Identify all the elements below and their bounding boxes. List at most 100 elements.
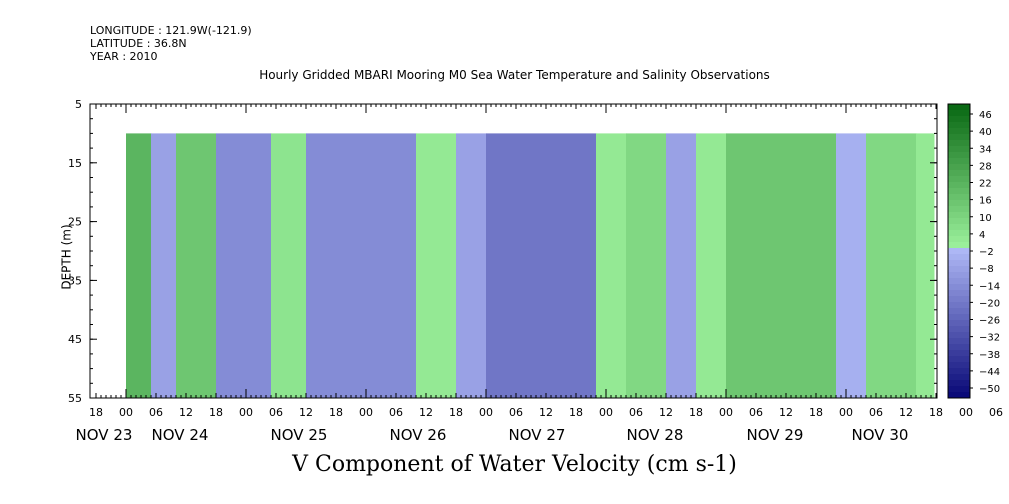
- x-day-label: NOV 23: [76, 426, 133, 444]
- colorbar-swatch: [948, 170, 970, 177]
- colorbar-swatch: [948, 278, 970, 285]
- colorbar-swatch: [948, 326, 970, 333]
- heatmap-stripe: [836, 133, 867, 398]
- x-day-label: NOV 24: [152, 426, 209, 444]
- heatmap-stripe: [696, 133, 727, 398]
- colorbar-swatch: [948, 104, 970, 111]
- colorbar-swatch: [948, 314, 970, 321]
- x-hour-label: 12: [899, 406, 913, 419]
- colorbar-swatch: [948, 164, 970, 171]
- colorbar-swatch: [948, 344, 970, 351]
- colorbar-swatch: [948, 236, 970, 243]
- x-hour-label: 00: [119, 406, 133, 419]
- x-hour-label: 12: [299, 406, 313, 419]
- colorbar-swatch: [948, 392, 970, 399]
- y-tick-label: 5: [75, 98, 82, 111]
- x-hour-label: 00: [719, 406, 733, 419]
- x-hour-label: 12: [539, 406, 553, 419]
- colorbar-label: −44: [979, 367, 1000, 378]
- x-hour-label: 00: [479, 406, 493, 419]
- colorbar-swatch: [948, 206, 970, 213]
- x-hour-label: 12: [419, 406, 433, 419]
- y-tick-label: 25: [68, 216, 82, 229]
- colorbar-label: −2: [979, 247, 994, 258]
- x-hour-label: 18: [209, 406, 223, 419]
- colorbar-swatch: [948, 380, 970, 387]
- colorbar-swatch: [948, 254, 970, 261]
- heatmap-stripe: [176, 133, 217, 398]
- chart-variable-title: V Component of Water Velocity (cm s-1): [292, 452, 737, 477]
- colorbar-swatch: [948, 266, 970, 273]
- colorbar-swatch: [948, 134, 970, 141]
- y-tick-label: 55: [68, 392, 82, 405]
- colorbar-swatch: [948, 290, 970, 297]
- heatmap-stripe: [626, 133, 667, 398]
- colorbar-label: 40: [979, 127, 992, 138]
- heatmap-stripe: [666, 133, 697, 398]
- heatmap-stripe: [866, 133, 917, 398]
- x-hour-label: 18: [809, 406, 823, 419]
- colorbar-swatch: [948, 110, 970, 117]
- colorbar-label: −32: [979, 333, 1000, 344]
- x-hour-label: 06: [749, 406, 763, 419]
- x-hour-label: 06: [269, 406, 283, 419]
- x-day-label: NOV 27: [509, 426, 566, 444]
- colorbar-swatch: [948, 362, 970, 369]
- colorbar-swatch: [948, 218, 970, 225]
- colorbar-swatch: [948, 332, 970, 339]
- x-hour-label: 06: [629, 406, 643, 419]
- colorbar-label: 22: [979, 179, 992, 190]
- x-hour-label: 18: [929, 406, 943, 419]
- colorbar-swatch: [948, 200, 970, 207]
- colorbar-swatch: [948, 146, 970, 153]
- colorbar-swatch: [948, 356, 970, 363]
- colorbar-swatch: [948, 122, 970, 129]
- heatmap-stripe: [416, 133, 457, 398]
- x-hour-label: 06: [869, 406, 883, 419]
- x-hour-label: 06: [509, 406, 523, 419]
- colorbar-swatch: [948, 320, 970, 327]
- colorbar-swatch: [948, 212, 970, 219]
- x-day-label: NOV 28: [627, 426, 684, 444]
- chart-title: Hourly Gridded MBARI Mooring M0 Sea Wate…: [259, 68, 770, 82]
- x-day-label: NOV 25: [271, 426, 328, 444]
- colorbar-label: −14: [979, 281, 1000, 292]
- x-hour-label: 00: [959, 406, 973, 419]
- colorbar-swatch: [948, 284, 970, 291]
- heatmap-stripe: [216, 133, 272, 398]
- colorbar-label: 34: [979, 144, 992, 155]
- heatmap-stripe: [126, 133, 152, 398]
- x-hour-label: 06: [149, 406, 163, 419]
- colorbar-swatch: [948, 260, 970, 267]
- colorbar-swatch: [948, 230, 970, 237]
- colorbar-swatch: [948, 116, 970, 123]
- heatmap-cells: [126, 133, 935, 398]
- colorbar-swatch: [948, 248, 970, 255]
- x-day-label: NOV 26: [390, 426, 447, 444]
- colorbar-swatch: [948, 338, 970, 345]
- heatmap-stripe: [306, 133, 417, 398]
- x-hour-label: 18: [329, 406, 343, 419]
- y-tick-label: 35: [68, 274, 82, 287]
- colorbar-swatch: [948, 350, 970, 357]
- x-hour-label: 12: [179, 406, 193, 419]
- x-hour-label: 12: [659, 406, 673, 419]
- y-tick-label: 15: [68, 157, 82, 170]
- heatmap-stripe: [726, 133, 837, 398]
- x-hour-label: 00: [359, 406, 373, 419]
- x-hour-label: 18: [689, 406, 703, 419]
- colorbar-swatch: [948, 188, 970, 195]
- colorbar-swatch: [948, 374, 970, 381]
- colorbar-label: −26: [979, 316, 1000, 327]
- colorbar-swatch: [948, 182, 970, 189]
- x-hour-label: 18: [569, 406, 583, 419]
- colorbar-label: −38: [979, 350, 1000, 361]
- colorbar-swatch: [948, 176, 970, 183]
- colorbar-label: 28: [979, 161, 992, 172]
- year-label: YEAR : 2010: [90, 50, 158, 63]
- x-hour-label: 18: [89, 406, 103, 419]
- x-day-label: NOV 29: [747, 426, 804, 444]
- longitude-label: LONGITUDE : 121.9W(-121.9): [90, 24, 252, 37]
- x-hour-label: 12: [779, 406, 793, 419]
